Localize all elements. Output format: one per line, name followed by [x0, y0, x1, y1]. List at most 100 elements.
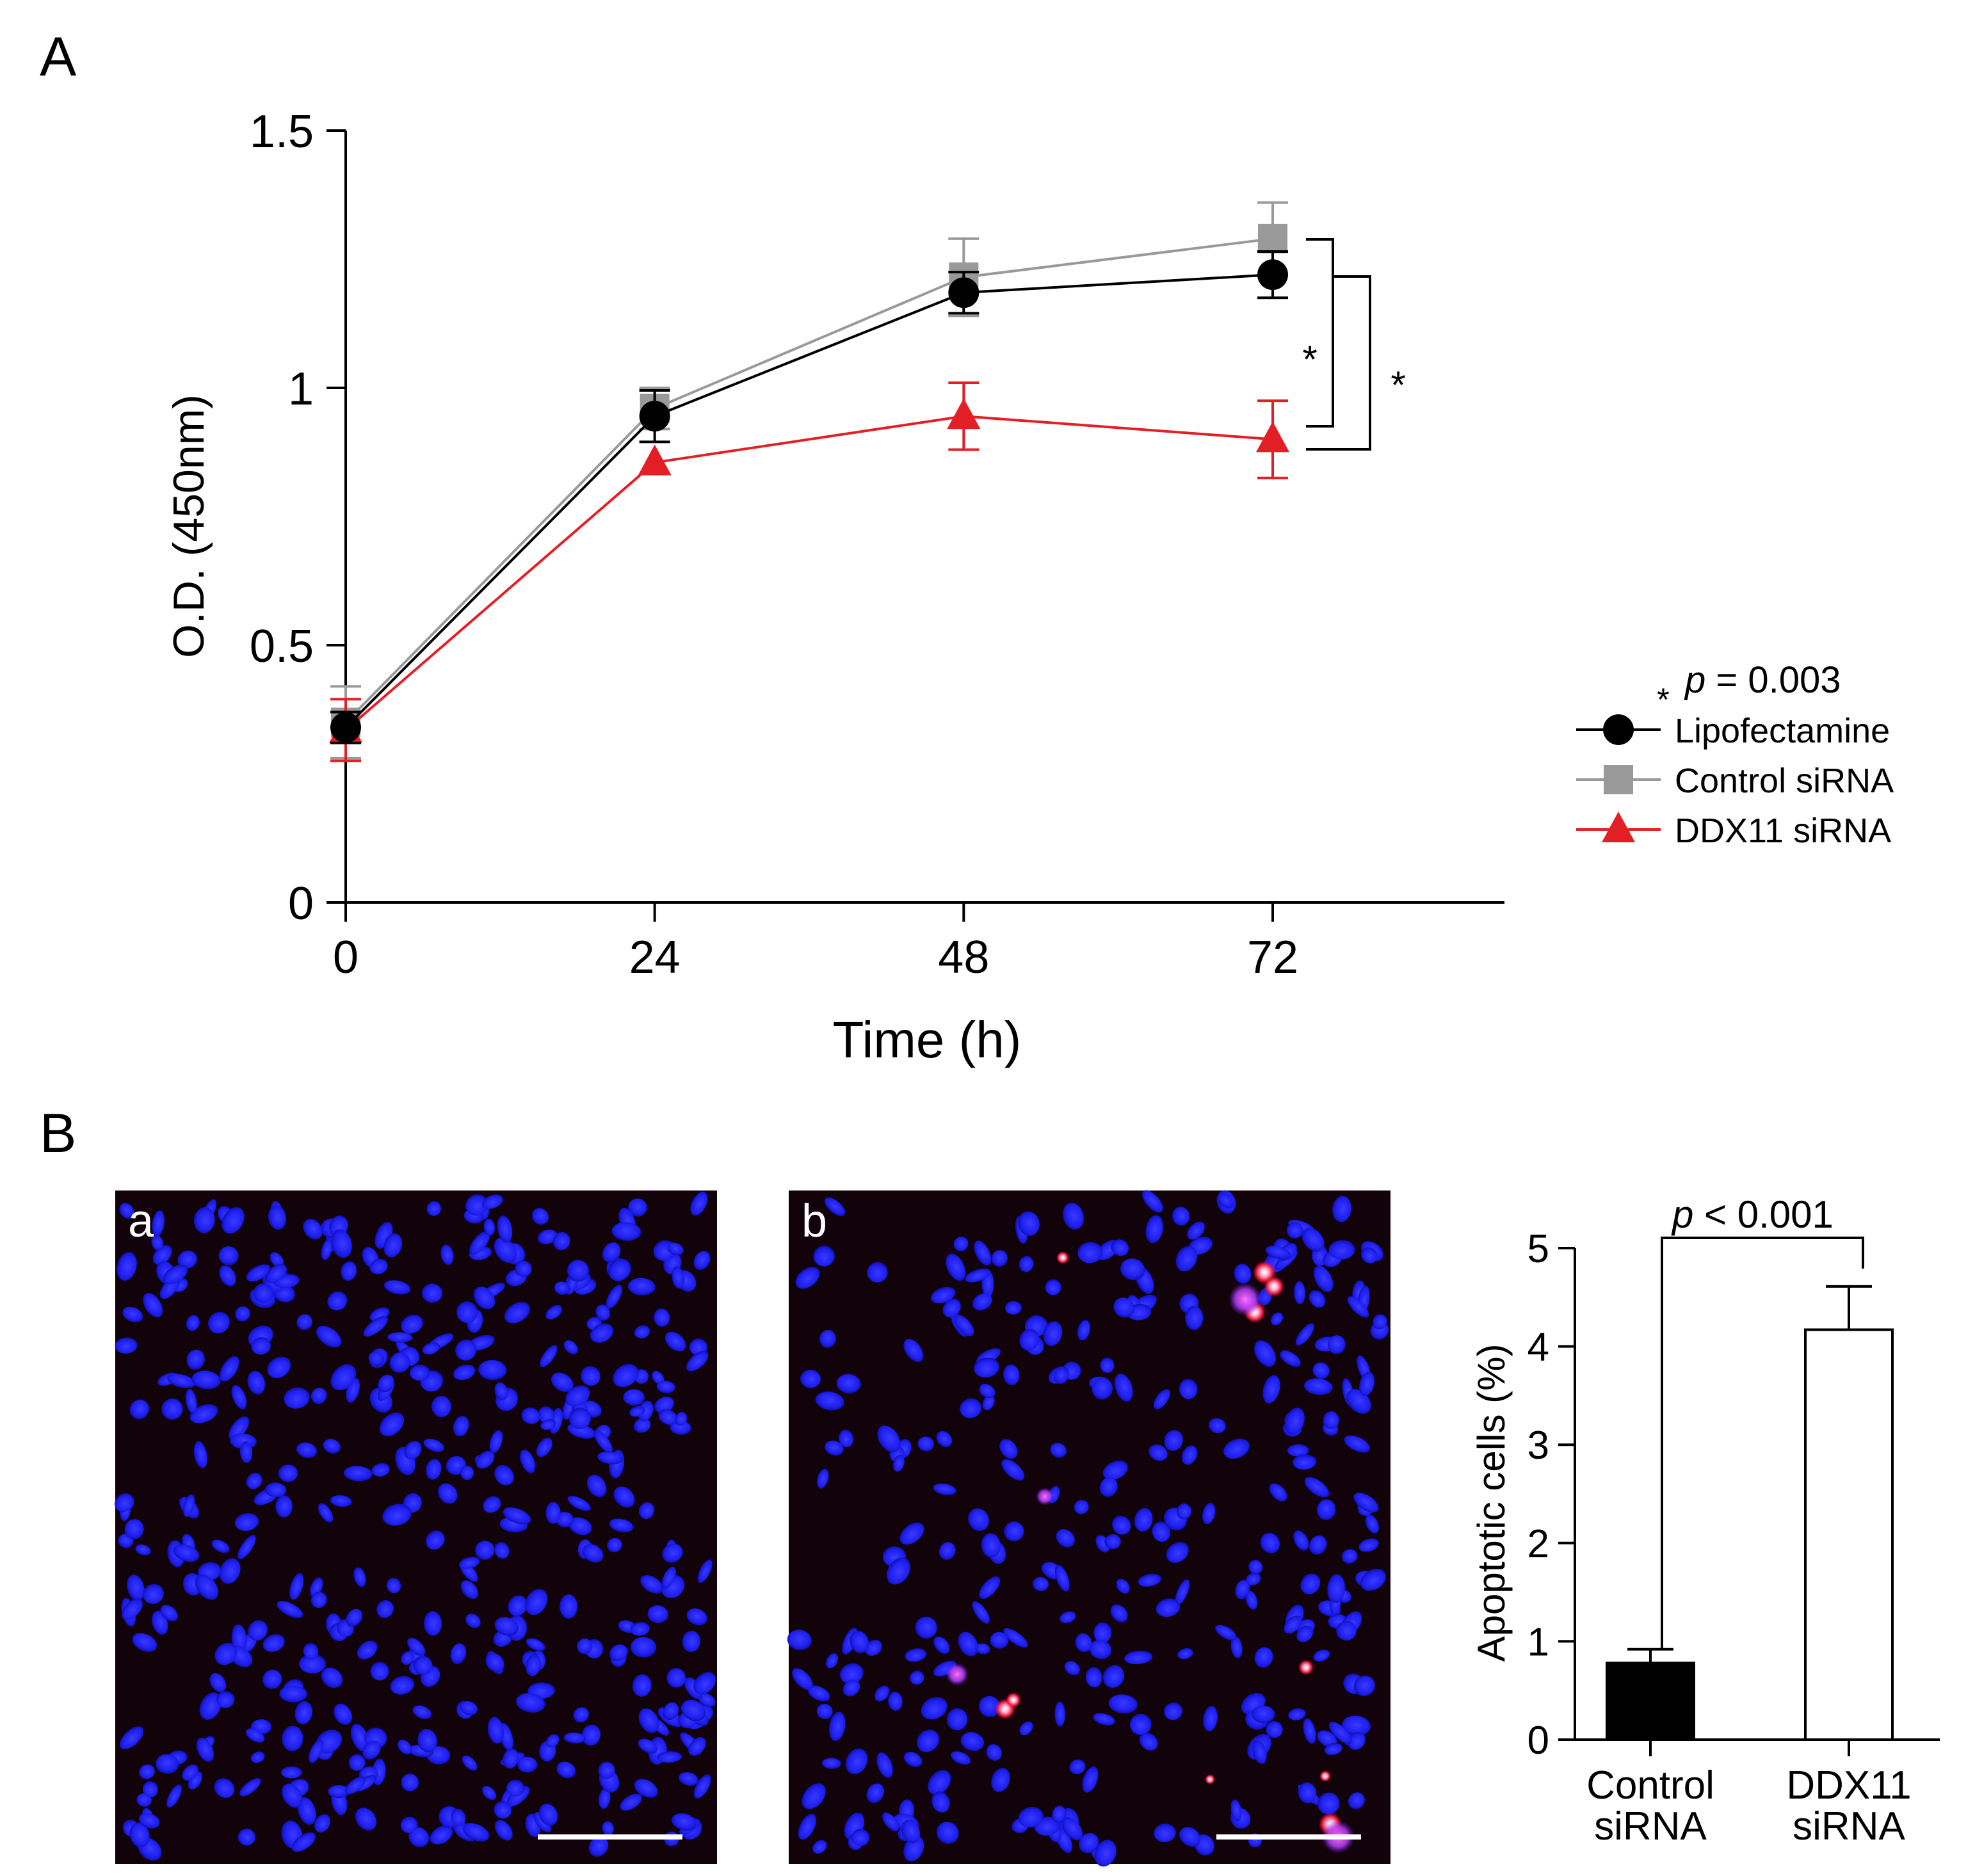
nucleus: [672, 1813, 697, 1831]
nucleus: [915, 1616, 937, 1639]
bar-y-tick-label: 1: [1528, 1620, 1549, 1664]
nucleus: [214, 1642, 238, 1665]
nucleus: [160, 1605, 178, 1622]
nucleus: [990, 1631, 1009, 1649]
nucleus: [1313, 1265, 1334, 1292]
nucleus: [888, 1692, 903, 1711]
nucleus: [1332, 1196, 1351, 1223]
nucleus: [819, 1329, 836, 1348]
nucleus: [268, 1205, 286, 1230]
nucleus: [1172, 1207, 1190, 1226]
nucleus: [602, 1821, 614, 1836]
nucleus: [207, 1311, 230, 1334]
nucleus: [595, 1304, 610, 1321]
nucleus: [1110, 1604, 1128, 1623]
nucleus: [946, 1253, 966, 1281]
nucleus: [974, 1240, 992, 1265]
y-tick-label: 1.5: [250, 106, 314, 157]
nucleus: [661, 1566, 677, 1589]
nucleus: [1358, 1538, 1379, 1552]
y-tick-label: 1: [288, 364, 314, 415]
nucleus: [218, 1246, 239, 1265]
nucleus: [540, 1345, 558, 1367]
nucleus: [1176, 1503, 1192, 1519]
nucleus: [1003, 1628, 1028, 1648]
nucleus: [122, 1598, 143, 1620]
nucleus: [1265, 1246, 1291, 1260]
nucleus: [1353, 1493, 1379, 1513]
nucleus: [363, 1316, 389, 1337]
nucleus: [1309, 1290, 1326, 1308]
nucleus: [1365, 1514, 1379, 1534]
nucleus: [942, 1299, 961, 1318]
nucleus: [633, 1418, 651, 1433]
apoptotic-cell: [1319, 1770, 1331, 1782]
nucleus: [795, 1267, 820, 1289]
nucleus: [972, 1293, 992, 1311]
nucleus: [1099, 1477, 1118, 1497]
nucleus: [516, 1693, 545, 1713]
nucleus: [979, 1576, 1001, 1599]
nucleus: [1303, 1378, 1333, 1395]
apoptotic-cell-dim: [1229, 1283, 1262, 1316]
nucleus: [917, 1436, 935, 1452]
legend: * p = 0.003 Lipofectamine Control siRNA DD…: [1576, 659, 1894, 850]
nucleus: [266, 1263, 287, 1283]
nucleus: [842, 1680, 860, 1697]
nucleus: [1138, 1573, 1161, 1587]
nucleus: [1295, 1323, 1314, 1346]
legend-p-label: p = 0.003: [1684, 659, 1841, 701]
nucleus: [185, 1389, 197, 1414]
nucleus: [1018, 1211, 1040, 1236]
nucleus: [1079, 1832, 1099, 1854]
nucleus: [494, 1820, 513, 1841]
nucleus: [1153, 1389, 1170, 1409]
nucleus: [309, 1739, 323, 1763]
nucleus: [936, 1822, 959, 1844]
nucleus: [1113, 1297, 1135, 1318]
nucleus: [598, 1761, 615, 1779]
nucleus: [1317, 1499, 1336, 1520]
nucleus: [1175, 1579, 1190, 1605]
nucleus: [318, 1503, 334, 1523]
apoptotic-cell-dim: [1036, 1487, 1054, 1505]
nucleus: [1208, 1418, 1226, 1434]
nucleus: [634, 1325, 650, 1339]
nucleus: [139, 1764, 155, 1779]
nucleus: [1254, 1647, 1273, 1668]
nucleus: [850, 1630, 869, 1653]
nucleus: [262, 1634, 285, 1652]
nucleus: [681, 1699, 706, 1722]
nucleus: [554, 1281, 570, 1295]
nucleus: [816, 1468, 829, 1489]
legend-marker: [1602, 812, 1635, 842]
nucleus: [867, 1262, 888, 1283]
nucleus: [1003, 1364, 1020, 1386]
nucleus: [1102, 1461, 1128, 1480]
nucleus: [565, 1385, 590, 1407]
nucleus: [1296, 1625, 1314, 1642]
nucleus: [376, 1599, 394, 1618]
legend-label: DDX11 siRNA: [1675, 812, 1891, 850]
nucleus: [383, 1280, 411, 1295]
nucleus: [1187, 1221, 1205, 1240]
nucleus: [182, 1764, 198, 1781]
nucleus: [946, 1708, 968, 1731]
nucleus: [330, 1495, 352, 1507]
nucleus: [245, 1728, 265, 1743]
nucleus: [892, 1454, 905, 1472]
nucleus: [132, 1633, 157, 1652]
nucleus: [930, 1287, 956, 1304]
nucleus: [802, 1783, 826, 1809]
nucleus: [1063, 1203, 1084, 1230]
apoptotic-cell: [1006, 1692, 1021, 1708]
nucleus: [1074, 1500, 1089, 1514]
nucleus: [1085, 1667, 1102, 1688]
nucleus: [1252, 1740, 1267, 1764]
nucleus: [613, 1364, 639, 1388]
nucleus: [1139, 1733, 1158, 1751]
nucleus: [577, 1638, 593, 1655]
nucleus: [211, 1539, 230, 1553]
bar-y-tick-label: 3: [1528, 1423, 1549, 1468]
nucleus: [666, 1668, 686, 1688]
